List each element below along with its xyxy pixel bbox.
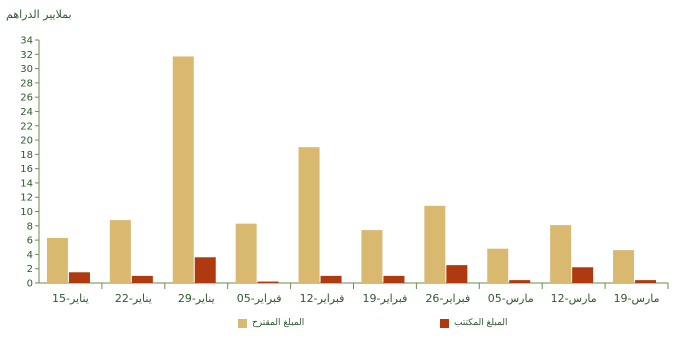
legend-label-subscribed: المبلغ المكتتب xyxy=(454,318,508,328)
x-tick-label: 19-فبراير xyxy=(363,292,408,305)
bar-proposed-0 xyxy=(46,237,68,283)
y-tick-label: 14 xyxy=(20,178,33,189)
bar-subscribed-6 xyxy=(446,265,468,283)
bar-subscribed-1 xyxy=(131,275,153,283)
y-tick-label: 2 xyxy=(27,264,33,275)
y-axis-unit-label: بملايير الدراهم xyxy=(6,8,72,21)
legend-label-proposed: المبلغ المقترح xyxy=(252,318,305,328)
bar-proposed-3 xyxy=(235,223,257,283)
x-tick-label: 12-مارس xyxy=(551,292,597,305)
bar-proposed-9 xyxy=(613,250,635,283)
x-tick-label: 15-يناير xyxy=(52,292,89,305)
y-tick-label: 18 xyxy=(20,150,33,161)
bar-subscribed-3 xyxy=(257,281,279,283)
bar-subscribed-7 xyxy=(509,280,531,283)
bar-proposed-4 xyxy=(298,147,320,283)
x-tick-label: 05-مارس xyxy=(488,292,534,305)
y-tick-label: 20 xyxy=(20,136,33,147)
bar-proposed-5 xyxy=(361,230,383,283)
bar-subscribed-5 xyxy=(383,275,405,283)
y-tick-label: 4 xyxy=(27,250,33,261)
bar-proposed-2 xyxy=(172,56,194,284)
y-tick-label: 6 xyxy=(27,236,33,247)
x-tick-label: 05-فبراير xyxy=(237,292,282,305)
y-tick-label: 16 xyxy=(20,164,33,175)
y-tick-label: 26 xyxy=(20,93,33,104)
legend-item-subscribed: المبلغ المكتتب xyxy=(440,318,507,328)
bar-subscribed-9 xyxy=(635,280,657,283)
y-tick-label: 10 xyxy=(20,207,33,218)
y-tick-label: 28 xyxy=(20,78,33,89)
bar-subscribed-4 xyxy=(320,275,342,283)
legend-swatch-subscribed xyxy=(440,318,449,328)
y-tick-label: 34 xyxy=(20,36,33,47)
y-tick-label: 30 xyxy=(20,64,33,75)
y-tick-label: 22 xyxy=(20,121,33,132)
y-tick-label: 24 xyxy=(20,107,33,118)
x-tick-label: 26-فبراير xyxy=(425,292,470,305)
legend-swatch-proposed xyxy=(238,318,247,328)
bar-proposed-7 xyxy=(487,248,509,283)
bar-proposed-6 xyxy=(424,205,446,283)
x-tick-label: 22-يناير xyxy=(115,292,152,305)
y-tick-label: 12 xyxy=(20,193,33,204)
bar-subscribed-0 xyxy=(68,272,90,283)
bar-subscribed-8 xyxy=(572,267,594,283)
x-tick-label: 19-مارس xyxy=(614,292,660,305)
bar-subscribed-2 xyxy=(194,257,216,283)
x-tick-label: 29-يناير xyxy=(178,292,215,305)
y-tick-label: 8 xyxy=(27,221,33,232)
bar-proposed-1 xyxy=(109,220,131,283)
legend-item-proposed: المبلغ المقترح xyxy=(238,318,304,328)
x-tick-label: 12-فبراير xyxy=(300,292,345,305)
bar-proposed-8 xyxy=(550,225,572,283)
y-tick-label: 32 xyxy=(20,50,33,61)
y-tick-label: 0 xyxy=(27,279,33,290)
